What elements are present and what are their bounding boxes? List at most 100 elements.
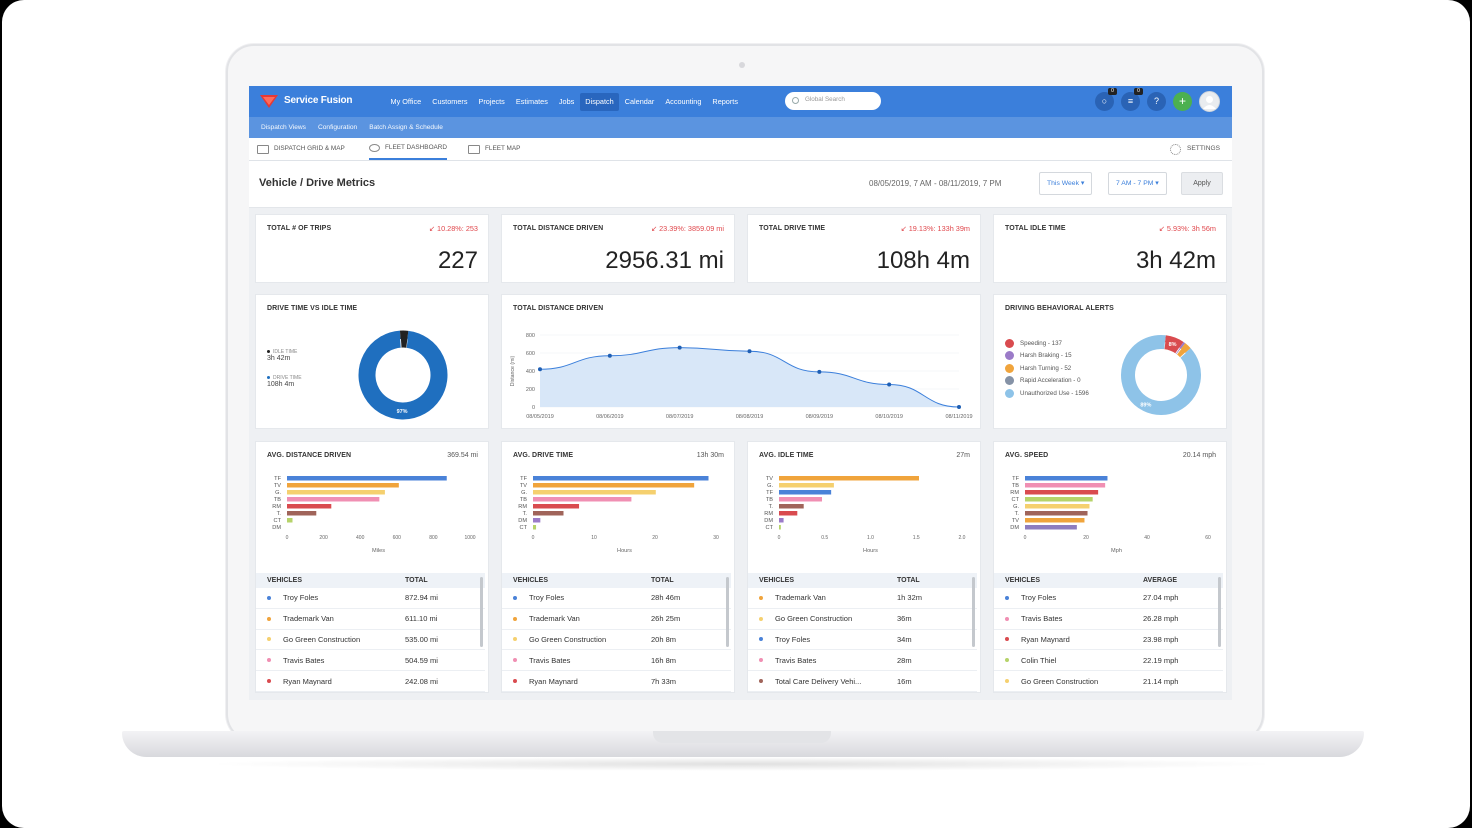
nav-item-reports[interactable]: Reports (712, 96, 738, 106)
table-scrollbar[interactable] (972, 577, 975, 647)
table-row[interactable]: Troy Foles 34m (748, 630, 977, 651)
bar (287, 490, 385, 495)
table-row[interactable]: Ryan Maynard 242.08 mi (256, 671, 485, 692)
nav-item-my-office[interactable]: My Office (390, 96, 422, 106)
period-select[interactable]: This Week ▾ (1039, 172, 1093, 195)
column-header[interactable]: TOTAL (405, 577, 428, 584)
y-category-label: TV (274, 483, 281, 489)
y-category-label: DM (518, 518, 527, 524)
apply-button[interactable]: Apply (1181, 172, 1223, 195)
bar (779, 518, 784, 523)
kpi-delta: ↙ 5.93%: 3h 56m (1158, 224, 1216, 233)
vehicle-color-dot (759, 595, 763, 600)
table-row[interactable]: Travis Bates 16h 8m (502, 650, 731, 672)
table-row[interactable]: Troy Foles 27.04 mph (994, 588, 1223, 609)
table-header: VEHICLES TOTAL (748, 573, 977, 588)
tab-fleet-map[interactable]: FLEET MAP (468, 138, 520, 160)
alerts-card: DRIVING BEHAVIORAL ALERTS Speeding - 137… (993, 294, 1227, 429)
column-header[interactable]: VEHICLES (267, 577, 303, 584)
vehicle-name: Troy Foles (529, 593, 565, 603)
y-category-label: RM (764, 511, 773, 517)
legend-label: Rapid Acceleration - 0 (1020, 377, 1081, 385)
table-row[interactable]: Total Care Delivery Vehi... 16m (748, 671, 977, 692)
table-row[interactable]: Go Green Construction 21.14 mph (994, 671, 1223, 692)
table-row[interactable]: Troy Foles 872.94 mi (256, 588, 485, 609)
nav-item-customers[interactable]: Customers (432, 96, 468, 106)
vehicle-cell: Travis Bates (256, 656, 400, 665)
table-row[interactable]: Ryan Maynard 7h 33m (502, 671, 731, 692)
nav-item-estimates[interactable]: Estimates (515, 96, 548, 106)
chart-summary: 27m (956, 452, 970, 459)
kpi-title: TOTAL DRIVE TIME (759, 225, 826, 232)
column-header[interactable]: VEHICLES (759, 577, 795, 584)
global-search-input[interactable]: Global Search (785, 92, 881, 110)
alert-legend-item[interactable]: Harsh Braking - 15 (1005, 350, 1089, 363)
bar (1025, 476, 1108, 481)
service-fusion-logo-icon[interactable] (259, 93, 279, 109)
subnav-item[interactable]: Dispatch Views (261, 124, 306, 131)
table-row[interactable]: Travis Bates 28m (748, 650, 977, 672)
add-icon[interactable]: + (1173, 92, 1192, 111)
tab-label: FLEET DASHBOARD (385, 144, 448, 151)
table-row[interactable]: Go Green Construction 20h 8m (502, 630, 731, 651)
x-tick-label: 600 (393, 535, 402, 541)
alert-legend-item[interactable]: Harsh Turning - 52 (1005, 362, 1089, 375)
legend-label: Speeding - 137 (1020, 339, 1062, 347)
table-scrollbar[interactable] (726, 577, 729, 647)
nav-item-projects[interactable]: Projects (478, 96, 505, 106)
table-scrollbar[interactable] (480, 577, 483, 647)
nav-item-dispatch[interactable]: Dispatch (579, 92, 620, 111)
vehicle-color-dot (1005, 616, 1009, 621)
tab-dispatch-grid-map[interactable]: DISPATCH GRID & MAP (257, 138, 345, 160)
user-avatar[interactable] (1199, 91, 1220, 112)
x-tick-label: 1.0 (867, 535, 874, 541)
alert-legend-item[interactable]: Rapid Acceleration - 0 (1005, 375, 1089, 388)
column-header[interactable]: VEHICLES (1005, 577, 1041, 584)
table-row[interactable]: Colin Thiel 22.19 mph (994, 650, 1223, 672)
y-category-label: TV (766, 476, 773, 482)
tasks-icon[interactable]: ≡ 0 (1121, 88, 1143, 111)
vehicle-color-dot (1005, 637, 1009, 642)
help-icon[interactable]: ? (1147, 92, 1166, 111)
table-row[interactable]: Trademark Van 1h 32m (748, 588, 977, 609)
vehicle-cell: Travis Bates (994, 614, 1138, 623)
subnav-item[interactable]: Batch Assign & Schedule (369, 124, 443, 131)
value-cell: 21.14 mph (1143, 676, 1179, 686)
table-row[interactable]: Travis Bates 504.59 mi (256, 650, 485, 672)
column-header[interactable]: VEHICLES (513, 577, 549, 584)
hours-select[interactable]: 7 AM - 7 PM ▾ (1108, 172, 1167, 195)
vehicle-cell: Ryan Maynard (502, 677, 646, 686)
nav-item-jobs[interactable]: Jobs (558, 96, 575, 106)
tab-fleet-dashboard[interactable]: FLEET DASHBOARD (369, 138, 448, 160)
table-row[interactable]: Trademark Van 611.10 mi (256, 609, 485, 630)
column-header[interactable]: TOTAL (651, 577, 674, 584)
chat-icon[interactable]: ○ 0 (1095, 88, 1117, 111)
column-header[interactable]: AVERAGE (1143, 577, 1178, 584)
alert-legend-item[interactable]: Unauthorized Use - 1596 (1005, 387, 1089, 400)
vehicle-color-dot (267, 658, 271, 663)
value-cell: 535.00 mi (405, 634, 438, 644)
table-row[interactable]: Ryan Maynard 23.98 mph (994, 630, 1223, 651)
settings-button[interactable]: SETTINGS (1170, 138, 1220, 160)
x-axis-label: Miles (372, 548, 385, 554)
bar (533, 476, 709, 481)
x-tick-label: 60 (1205, 535, 1211, 541)
vehicle-name: Travis Bates (283, 655, 325, 665)
table-row[interactable]: Travis Bates 26.28 mph (994, 609, 1223, 630)
nav-item-accounting[interactable]: Accounting (665, 96, 702, 106)
column-header[interactable]: TOTAL (897, 577, 920, 584)
table-row[interactable]: Go Green Construction 535.00 mi (256, 630, 485, 651)
table-row[interactable]: Troy Foles 28h 46m (502, 588, 731, 609)
table-row[interactable]: Go Green Construction 36m (748, 609, 977, 630)
vehicle-color-dot (513, 616, 517, 621)
alert-legend-item[interactable]: Speeding - 137 (1005, 337, 1089, 350)
brand-name[interactable]: Service Fusion (284, 95, 353, 106)
nav-item-calendar[interactable]: Calendar (624, 96, 655, 106)
bar (779, 525, 781, 530)
y-tick-label: 200 (526, 387, 535, 393)
table-scrollbar[interactable] (1218, 577, 1221, 647)
subnav-item[interactable]: Configuration (317, 124, 358, 131)
table-row[interactable]: Trademark Van 26h 25m (502, 609, 731, 630)
bar (287, 483, 399, 488)
